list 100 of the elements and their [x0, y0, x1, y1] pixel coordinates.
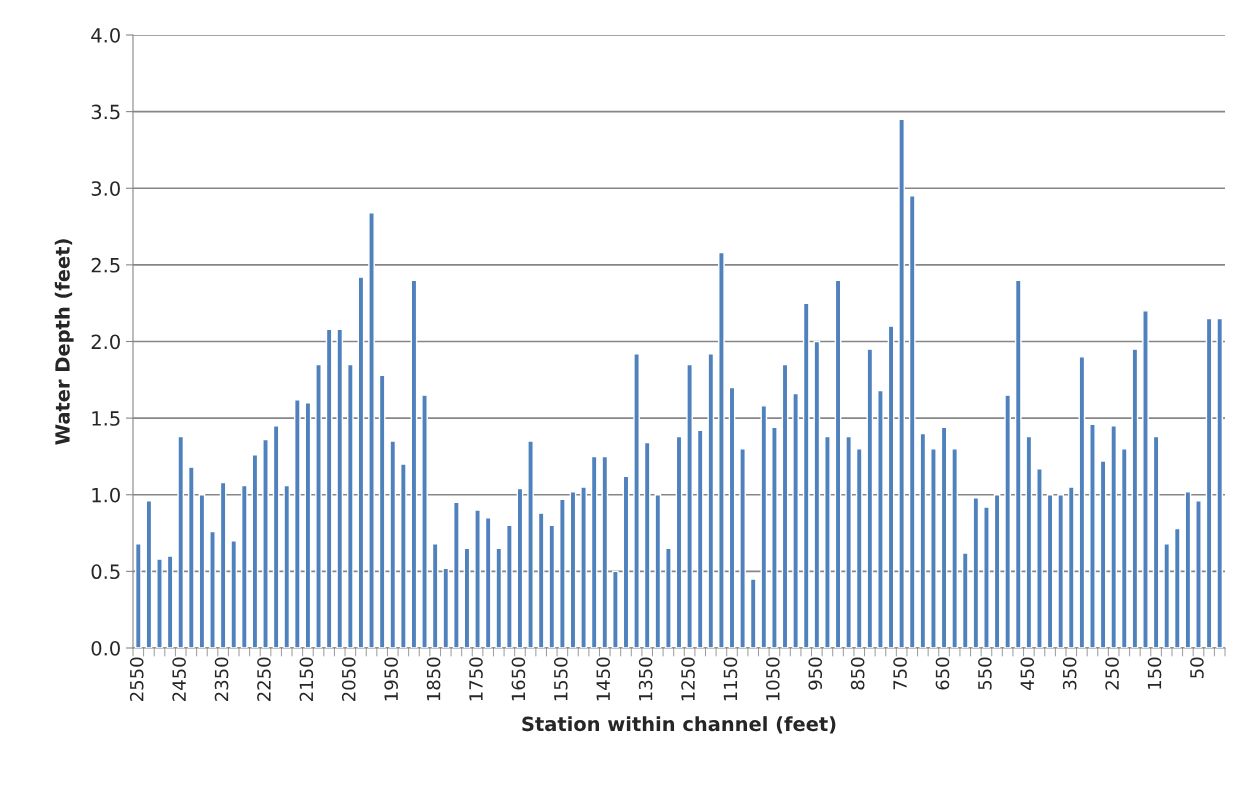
bar: [166, 555, 174, 648]
x-tick-label: 2450: [172, 657, 186, 701]
bar: [601, 455, 609, 648]
x-tick-label: 2550: [129, 657, 144, 701]
x-tick-label: 350: [1062, 657, 1077, 690]
bar: [877, 389, 884, 648]
bar: [1184, 490, 1192, 648]
bar: [845, 435, 852, 648]
bar: [1099, 460, 1107, 648]
bar: [1205, 317, 1213, 648]
bar: [983, 506, 990, 648]
x-axis-title: Station within channel (feet): [522, 716, 836, 734]
bar: [421, 394, 428, 648]
x-tick-label: 550: [978, 657, 992, 690]
bar: [336, 328, 344, 648]
bar: [156, 558, 163, 648]
x-tick-label: 250: [1105, 657, 1119, 690]
bar: [940, 426, 948, 648]
bar: [1067, 486, 1075, 648]
bar: [824, 435, 831, 648]
bar: [198, 494, 206, 648]
bar: [484, 517, 492, 648]
bar: [262, 438, 269, 648]
bar: [410, 279, 418, 648]
bar: [781, 363, 789, 648]
x-tick-label: 450: [1020, 657, 1035, 690]
bar: [622, 475, 630, 648]
x-tick-label: 2050: [341, 657, 356, 701]
x-tick-label: 1650: [511, 657, 526, 701]
bar: [771, 426, 778, 648]
y-axis-title: Water Depth (feet): [54, 239, 74, 445]
bar: [209, 530, 216, 648]
bar: [1014, 279, 1022, 648]
bar: [548, 524, 556, 648]
bar: [675, 435, 683, 648]
bar: [506, 524, 513, 648]
bar: [1078, 356, 1086, 648]
bar: [516, 487, 524, 648]
x-tick-label: 950: [808, 657, 823, 690]
bar: [389, 440, 397, 648]
bar: [930, 448, 937, 648]
x-tick-label: 2250: [257, 657, 271, 701]
x-tick-label: 150: [1147, 657, 1162, 689]
bar: [283, 484, 291, 648]
bar: [834, 279, 842, 648]
x-tick-label: 1450: [596, 657, 611, 701]
bar: [866, 348, 874, 648]
bar: [855, 448, 863, 648]
bar: [919, 432, 927, 648]
x-tick-label: 1150: [723, 657, 738, 701]
bar: [961, 552, 969, 648]
bar: [293, 399, 301, 648]
bar: [145, 500, 153, 648]
bar: [951, 448, 958, 648]
bar: [972, 497, 980, 648]
bar: [1110, 425, 1118, 648]
bar: [1216, 317, 1224, 648]
bar: [1173, 527, 1181, 648]
bar: [1131, 348, 1139, 648]
bar: [1142, 310, 1149, 648]
bar: [654, 494, 662, 648]
bar: [1152, 435, 1160, 648]
y-tick-label: 3.0: [91, 181, 120, 196]
bar: [643, 441, 651, 648]
bar: [495, 547, 503, 648]
bar: [304, 402, 312, 648]
bar: [792, 392, 799, 648]
y-tick-label: 4.0: [91, 27, 120, 43]
bar: [474, 509, 481, 648]
x-tick-label: 1050: [766, 657, 780, 701]
bar: [749, 578, 757, 648]
bar: [569, 490, 577, 648]
bar: [251, 454, 259, 648]
bar: [346, 363, 354, 648]
bar: [665, 547, 672, 648]
bar: [696, 429, 704, 648]
bar: [400, 463, 407, 648]
bar: [1057, 494, 1065, 648]
bar: [559, 498, 566, 648]
bar: [463, 547, 471, 648]
bar: [240, 484, 248, 648]
bar: [728, 386, 736, 648]
bar: [580, 486, 587, 648]
bar: [1046, 494, 1054, 648]
bar: [272, 425, 280, 648]
bar: [590, 455, 598, 648]
bar: [1025, 435, 1033, 648]
y-tick-label: 3.5: [91, 104, 120, 120]
y-tick-label: 0.0: [91, 640, 120, 656]
bar: [707, 353, 715, 648]
bar: [1004, 394, 1012, 648]
bar: [813, 340, 821, 648]
y-tick-label: 2.0: [91, 334, 120, 350]
x-tick-label: 750: [893, 657, 907, 690]
bar: [686, 363, 693, 648]
bar: [1195, 500, 1202, 648]
x-tick-label: 2150: [299, 657, 314, 701]
bar: [993, 494, 1001, 648]
x-tick-label: 1250: [681, 657, 695, 701]
bar: [325, 328, 333, 648]
